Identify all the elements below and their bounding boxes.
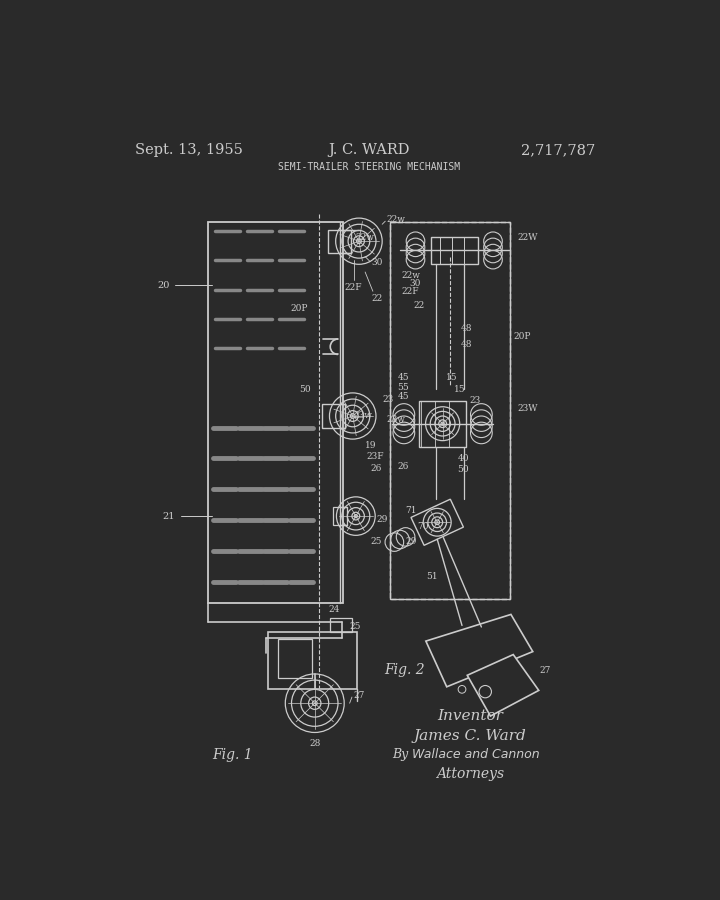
Text: 25: 25 [371, 537, 382, 546]
Text: Attorneys: Attorneys [436, 767, 504, 781]
Text: 22F: 22F [345, 283, 362, 292]
Text: 45: 45 [397, 373, 409, 382]
Text: 22: 22 [371, 294, 382, 303]
Text: 27: 27 [539, 666, 551, 675]
Text: 22F: 22F [402, 287, 419, 296]
Bar [419, 400, 466, 446]
Text: 23w: 23w [354, 411, 373, 420]
Text: Fig. 1: Fig. 1 [212, 748, 253, 761]
Bar [333, 507, 346, 526]
Text: 21: 21 [163, 511, 175, 520]
Bar [328, 230, 351, 253]
Bar [390, 222, 510, 599]
Bar [322, 404, 345, 428]
Text: 19: 19 [365, 441, 377, 450]
Text: 40: 40 [457, 454, 469, 463]
Text: James C. Ward: James C. Ward [413, 729, 526, 742]
Text: 48: 48 [462, 340, 473, 349]
Text: Fig. 2: Fig. 2 [384, 663, 425, 677]
Bar [330, 617, 352, 632]
Text: 70: 70 [417, 522, 428, 531]
Text: 45: 45 [397, 392, 409, 401]
Bar [431, 238, 477, 265]
Text: 22: 22 [413, 301, 424, 310]
Text: 29: 29 [377, 516, 388, 525]
Text: 26: 26 [397, 462, 409, 471]
Text: 22w: 22w [387, 215, 406, 224]
Text: Wallace and Cannon: Wallace and Cannon [412, 748, 539, 761]
Text: 23w: 23w [387, 416, 406, 425]
Text: 26: 26 [371, 464, 382, 472]
Polygon shape [426, 615, 533, 687]
Text: J. C. WARD: J. C. WARD [328, 143, 410, 157]
Text: 50: 50 [300, 384, 311, 393]
Text: 48: 48 [462, 325, 473, 334]
Bar [208, 222, 343, 603]
Text: 29: 29 [405, 537, 417, 546]
Text: 28: 28 [309, 739, 320, 748]
Text: 22W: 22W [518, 233, 539, 242]
Bar [277, 639, 312, 678]
Text: 23: 23 [469, 396, 480, 405]
Text: 24: 24 [328, 605, 340, 614]
Text: 30: 30 [409, 279, 420, 288]
Text: Sept. 13, 1955: Sept. 13, 1955 [135, 143, 243, 157]
Text: By: By [392, 748, 408, 761]
Text: 23: 23 [382, 394, 393, 403]
Text: 20P: 20P [290, 303, 307, 312]
Text: 51: 51 [426, 572, 438, 580]
Polygon shape [467, 654, 539, 716]
Text: 22w: 22w [402, 272, 420, 281]
Text: 50: 50 [457, 465, 469, 474]
Text: SEMI-TRAILER STEERING MECHANISM: SEMI-TRAILER STEERING MECHANISM [278, 162, 460, 172]
Text: 15: 15 [454, 384, 465, 393]
Text: 30: 30 [372, 258, 383, 267]
Text: 25: 25 [350, 622, 361, 631]
Text: 23F: 23F [366, 452, 384, 461]
Text: 23W: 23W [518, 404, 539, 413]
Text: 71: 71 [405, 506, 417, 515]
Text: 20: 20 [158, 281, 170, 290]
Bar [269, 632, 357, 689]
Text: 2,717,787: 2,717,787 [521, 143, 595, 157]
Bar [390, 222, 510, 599]
Text: 55: 55 [397, 383, 410, 392]
Text: 27: 27 [354, 691, 365, 700]
Text: 22w: 22w [356, 233, 374, 242]
Text: 15: 15 [446, 373, 457, 382]
Text: 20P: 20P [514, 332, 531, 341]
Text: Inventor: Inventor [437, 709, 503, 724]
